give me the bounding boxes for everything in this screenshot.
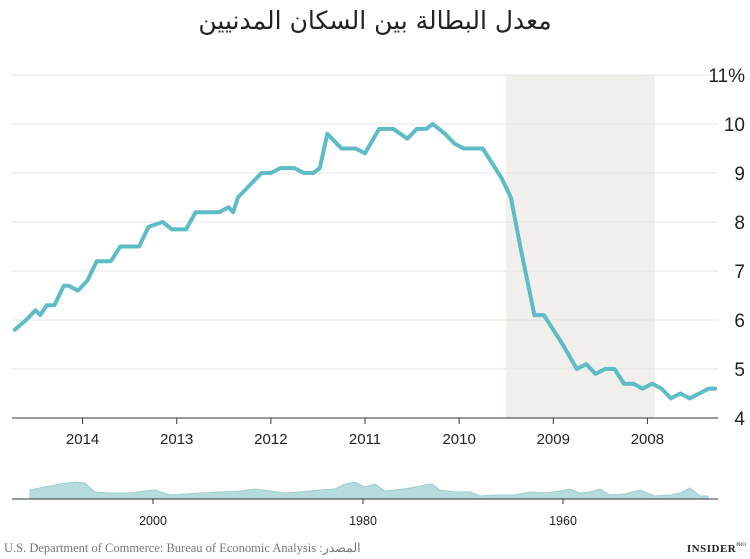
x-tick-label-2013: 2013 — [160, 431, 193, 448]
y-tick-label-11: 11% — [708, 66, 745, 87]
x-tick-label-2012: 2012 — [254, 431, 287, 448]
navigator-tick-label-2000: 2000 — [139, 514, 167, 528]
x-tick-label-2014: 2014 — [66, 431, 99, 448]
y-tick-label-9: 9 — [734, 164, 745, 185]
x-tick-label-2010: 2010 — [442, 431, 475, 448]
y-tick-label-5: 5 — [734, 360, 745, 381]
recession-band — [506, 75, 655, 418]
navigator-tick-label-1980: 1980 — [349, 514, 377, 528]
x-tick-label-2011: 2011 — [349, 431, 381, 448]
brand-name: INSIDER — [686, 543, 737, 555]
y-axis-labels: 11% 10 9 8 7 6 5 4 — [708, 66, 745, 430]
x-tick-label-2009: 2009 — [537, 431, 570, 448]
x-tick-label-2008: 2008 — [631, 431, 664, 448]
y-tick-label-7: 7 — [734, 262, 745, 283]
series-layer — [12, 122, 718, 401]
brand-logo: INSIDERPRO — [687, 543, 746, 555]
navigator-tick-label-1960: 1960 — [549, 514, 577, 528]
x-axis-labels: 2014 2013 2012 2011 2010 2009 2008 — [66, 418, 664, 448]
brand-suffix: PRO — [736, 543, 746, 548]
recession-band-layer — [506, 75, 655, 418]
y-tick-label-10: 10 — [724, 115, 745, 136]
y-tick-label-6: 6 — [734, 311, 745, 332]
y-tick-label-8: 8 — [734, 213, 745, 234]
y-tick-label-4: 4 — [734, 409, 745, 430]
source-note: U.S. Department of Commerce: Bureau of E… — [4, 541, 361, 555]
chart-title: معدل البطالة بين السكان المدنيين — [198, 6, 552, 35]
navigator-area — [29, 481, 709, 500]
navigator[interactable]: 2000 1980 1960 — [12, 478, 718, 528]
